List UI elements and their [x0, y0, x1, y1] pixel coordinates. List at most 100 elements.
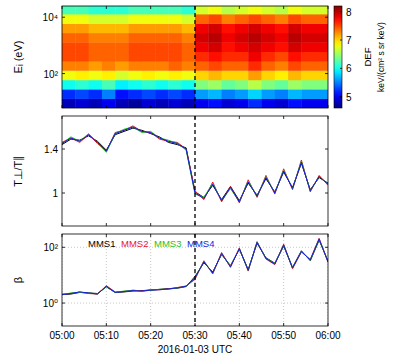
heatmap-cell [301, 80, 315, 90]
legend-entry: MMS4 [187, 238, 214, 249]
y-tick-label: 10² [44, 242, 59, 253]
heatmap-cell [155, 33, 169, 43]
heatmap-cell [168, 61, 182, 71]
heatmap-cell [102, 42, 116, 52]
y-axis-label: β [12, 277, 24, 283]
heatmap-cell [315, 23, 328, 33]
heatmap-cell [142, 80, 156, 90]
heatmap-cell [89, 70, 103, 80]
x-tick [62, 234, 63, 237]
x-tick [283, 6, 284, 9]
heatmap-cell [62, 33, 76, 43]
heatmap-cell [142, 23, 156, 33]
heatmap-cell [235, 6, 249, 14]
x-tick [239, 116, 240, 119]
x-tick [195, 223, 196, 226]
plot-area [62, 116, 328, 226]
y-tick [62, 193, 65, 194]
heatmap-cell [102, 14, 116, 24]
heatmap-cell [195, 89, 209, 99]
heatmap-cell [315, 89, 328, 99]
heatmap-cell [168, 70, 182, 80]
x-tick [239, 234, 240, 237]
heatmap-cell [288, 89, 302, 99]
heatmap-cell [142, 42, 156, 52]
x-tick [106, 223, 107, 226]
colorbar-tick [340, 40, 342, 41]
heatmap-cell [142, 99, 156, 108]
y-tick-label: 1 [52, 188, 58, 199]
heatmap-cell [288, 23, 302, 33]
frame [62, 6, 328, 108]
heatmap-cell [168, 6, 182, 14]
y-tick [62, 73, 65, 74]
x-tick [62, 105, 63, 108]
heatmap-cell [195, 33, 209, 43]
figure: 10²10⁴Eᵢ (eV)5678DEFkeV/(cm² s sr keV) 1 1… [0, 0, 400, 357]
plot-area [62, 234, 328, 326]
heatmap-cell [262, 80, 276, 90]
heatmap-cell [89, 23, 103, 33]
heatmap-cell [129, 61, 143, 71]
heatmap-cell [275, 99, 289, 108]
heatmap-cell [222, 33, 236, 43]
heatmap-cell [75, 70, 89, 80]
heatmap-cell [195, 23, 209, 33]
frame [62, 234, 328, 326]
heatmap-cell [248, 99, 262, 108]
heatmap-cell [182, 80, 196, 90]
heatmap-cell [168, 23, 182, 33]
grid-line [62, 303, 328, 304]
y-tick-label: 10² [44, 69, 59, 80]
heatmap-cell [195, 70, 209, 80]
heatmap-cell [89, 14, 103, 24]
heatmap-cell [62, 42, 76, 52]
heatmap-cell [248, 6, 262, 14]
heatmap-cell [262, 99, 276, 108]
heatmap-cell [275, 14, 289, 24]
heatmap-cell [168, 33, 182, 43]
heatmap-cell [315, 14, 328, 24]
heatmap-cell [182, 33, 196, 43]
heatmap-cell [195, 80, 209, 90]
heatmap-cell [208, 42, 222, 52]
heatmap-cell [62, 52, 76, 62]
heatmap-cell [155, 89, 169, 99]
heatmap-cell [142, 14, 156, 24]
heatmap-cell [315, 99, 328, 108]
heatmap-cell [301, 14, 315, 24]
x-tick [328, 6, 329, 9]
heatmap-cell [301, 42, 315, 52]
colorbar-tick [340, 96, 342, 97]
plot-area [62, 6, 328, 108]
heatmap-cell [115, 33, 129, 43]
heatmap-cell [208, 33, 222, 43]
heatmap-cell [62, 99, 76, 108]
heatmap-cell [288, 61, 302, 71]
heatmap-cell [168, 52, 182, 62]
heatmap-cell [222, 99, 236, 108]
y-tick [62, 149, 65, 150]
x-tick [195, 234, 196, 237]
x-tick [150, 116, 151, 119]
heatmap-cell [222, 70, 236, 80]
heatmap-cell [288, 70, 302, 80]
x-tick [283, 116, 284, 119]
heatmap-cell [115, 6, 129, 14]
x-tick [195, 116, 196, 119]
heatmap-cell [182, 6, 196, 14]
heatmap-cell [262, 52, 276, 62]
x-tick [328, 105, 329, 108]
heatmap-cell [89, 80, 103, 90]
panel: 10²10⁴Eᵢ (eV)5678DEFkeV/(cm² s sr keV) [12, 6, 386, 108]
heatmap-cell [129, 23, 143, 33]
heatmap-cell [102, 99, 116, 108]
heatmap-cell [182, 52, 196, 62]
heatmap-cell [222, 52, 236, 62]
heatmap-cell [315, 6, 328, 14]
x-tick [239, 105, 240, 108]
heatmap-cell [275, 70, 289, 80]
x-tick [150, 323, 151, 326]
heatmap-cell [89, 52, 103, 62]
heatmap-cell [248, 89, 262, 99]
